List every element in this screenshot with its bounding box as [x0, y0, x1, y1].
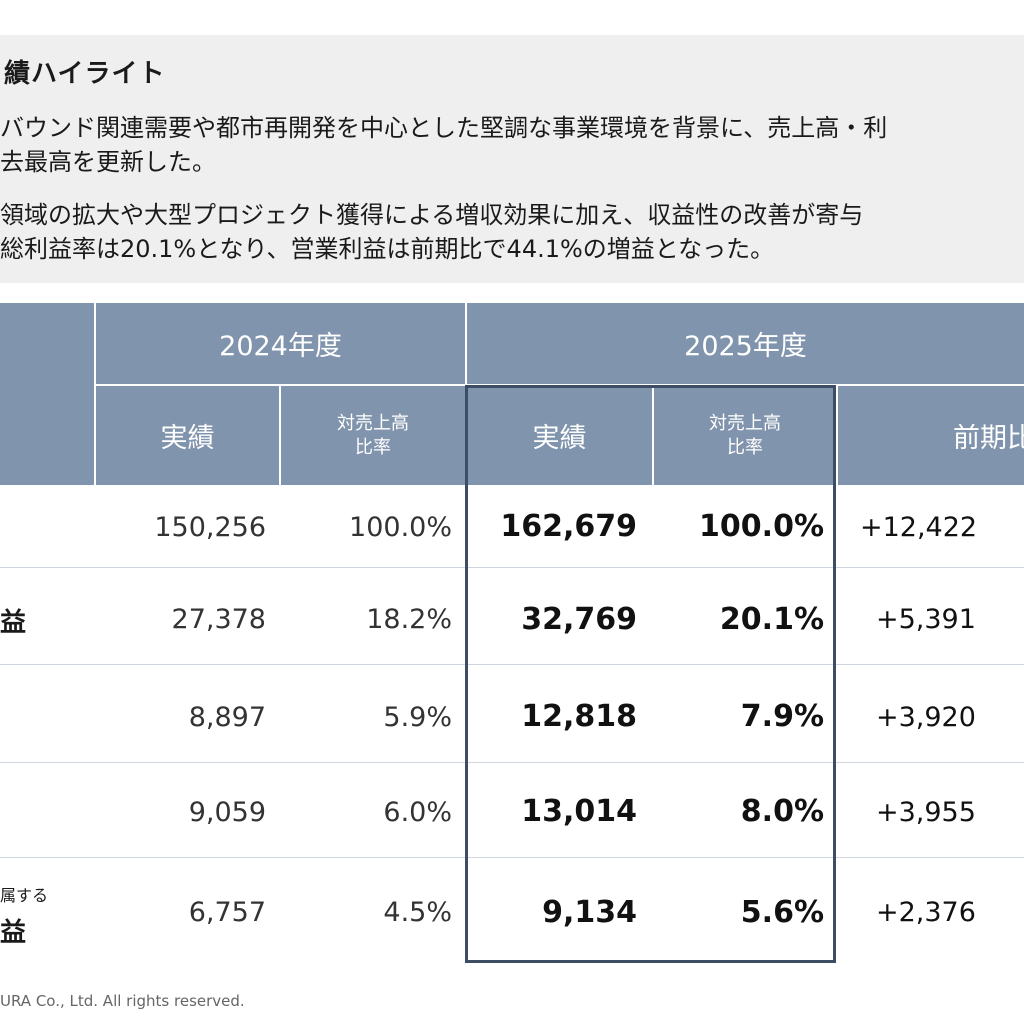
cell-2024-ratio: 6.0%	[383, 797, 452, 828]
cell-2025-ratio: 20.1%	[719, 602, 824, 637]
cell-diff: +3,955	[876, 797, 976, 828]
cell-2024-ratio: 100.0%	[349, 512, 452, 543]
cell-2025-actual: 12,818	[521, 699, 637, 734]
row-divider	[0, 762, 1024, 763]
header-ratio-2025-line2: 比率	[727, 436, 763, 458]
highlight-line-1: バウンド関連需要や都市再開発を中心とした堅調な事業環境を背景に、売上高・利	[0, 114, 888, 142]
header-actual-2024: 実績	[160, 423, 215, 454]
highlight-box	[0, 35, 1024, 283]
header-ratio-2024-line1: 対売上高	[337, 412, 409, 434]
copyright-footer: URA Co., Ltd. All rights reserved.	[0, 992, 245, 1010]
header-divider	[836, 385, 838, 485]
cell-2025-ratio: 5.6%	[740, 895, 824, 930]
header-ratio-2025: 対売上高 比率	[654, 386, 836, 485]
cell-2025-ratio: 8.0%	[740, 794, 824, 829]
cell-2024-ratio: 4.5%	[383, 897, 452, 928]
header-ratio-2025-line1: 対売上高	[709, 412, 781, 434]
row-divider	[0, 664, 1024, 665]
highlight-line-4: 総利益率は20.1%となり、営業利益は前期比で44.1%の増益となった。	[0, 235, 775, 263]
header-divider	[279, 385, 281, 485]
row-label-small: 属する	[0, 886, 49, 905]
header-divider	[94, 303, 96, 485]
highlight-title: 績ハイライト	[4, 59, 166, 89]
fy2025-emphasis-frame	[465, 385, 836, 963]
header-divider	[652, 385, 654, 485]
row-label: 益	[0, 608, 27, 638]
header-fy2024: 2024年度	[219, 331, 342, 362]
header-ratio-2024-line2: 比率	[355, 436, 391, 458]
cell-diff: +2,376	[876, 897, 976, 928]
header-fy2025: 2025年度	[684, 331, 807, 362]
cell-2025-actual: 32,769	[521, 602, 637, 637]
cell-2024-actual: 27,378	[171, 604, 266, 635]
cell-2025-ratio: 7.9%	[740, 699, 824, 734]
cell-2024-actual: 8,897	[188, 702, 266, 733]
cell-2024-actual: 6,757	[188, 897, 266, 928]
cell-2025-actual: 9,134	[542, 895, 637, 930]
cell-2025-actual: 162,679	[500, 509, 637, 544]
row-divider	[0, 567, 1024, 568]
cell-2025-actual: 13,014	[521, 794, 637, 829]
highlight-line-3: 領域の拡大や大型プロジェクト獲得による増収効果に加え、収益性の改善が寄与	[0, 201, 864, 229]
table-header: 2024年度 2025年度 実績 対売上高 比率 実績 対売上高 比率 前期比	[0, 303, 1024, 485]
cell-diff: +3,920	[876, 702, 976, 733]
cell-2024-actual: 9,059	[188, 797, 266, 828]
cell-2024-ratio: 18.2%	[366, 604, 452, 635]
header-ratio-2024: 対売上高 比率	[281, 386, 465, 485]
cell-2025-ratio: 100.0%	[699, 509, 824, 544]
header-actual-2025: 実績	[532, 423, 587, 454]
cell-diff: +5,391	[876, 604, 976, 635]
cell-2024-actual: 150,256	[154, 512, 266, 543]
highlight-line-2: 去最高を更新した。	[0, 148, 216, 176]
row-label: 益	[0, 918, 27, 948]
cell-diff: +12,422	[860, 512, 978, 543]
cell-2024-ratio: 5.9%	[383, 702, 452, 733]
header-prev-year: 前期比	[953, 423, 1024, 454]
row-divider	[0, 857, 1024, 858]
